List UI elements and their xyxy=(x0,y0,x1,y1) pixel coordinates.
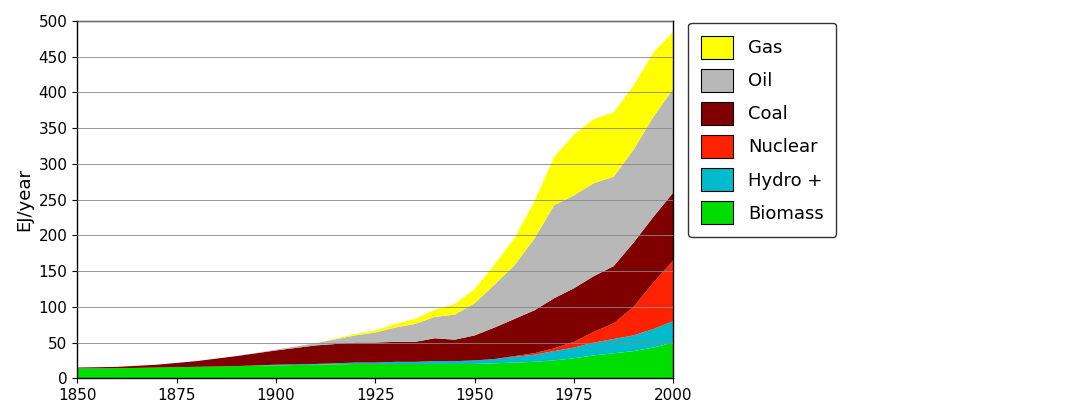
Y-axis label: EJ/year: EJ/year xyxy=(15,168,33,231)
Legend: Gas, Oil, Coal, Nuclear, Hydro +, Biomass: Gas, Oil, Coal, Nuclear, Hydro +, Biomas… xyxy=(688,23,837,237)
